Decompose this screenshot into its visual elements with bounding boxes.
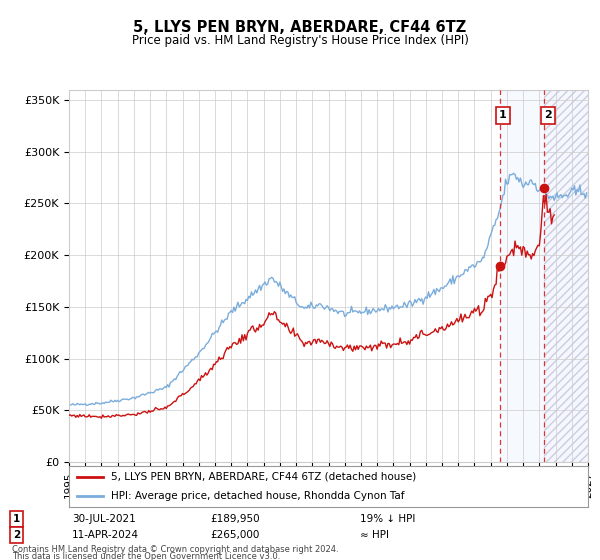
Bar: [544, 90, 588, 462]
Text: Price paid vs. HM Land Registry's House Price Index (HPI): Price paid vs. HM Land Registry's House …: [131, 34, 469, 46]
Text: This data is licensed under the Open Government Licence v3.0.: This data is licensed under the Open Gov…: [12, 552, 280, 560]
Text: ≈ HPI: ≈ HPI: [360, 530, 389, 540]
Text: Contains HM Land Registry data © Crown copyright and database right 2024.: Contains HM Land Registry data © Crown c…: [12, 545, 338, 554]
Text: £265,000: £265,000: [210, 530, 259, 540]
Text: 5, LLYS PEN BRYN, ABERDARE, CF44 6TZ: 5, LLYS PEN BRYN, ABERDARE, CF44 6TZ: [133, 20, 467, 35]
Text: 11-APR-2024: 11-APR-2024: [72, 530, 139, 540]
Text: £189,950: £189,950: [210, 514, 260, 524]
Text: 30-JUL-2021: 30-JUL-2021: [72, 514, 136, 524]
Text: 19% ↓ HPI: 19% ↓ HPI: [360, 514, 415, 524]
Text: 5, LLYS PEN BRYN, ABERDARE, CF44 6TZ (detached house): 5, LLYS PEN BRYN, ABERDARE, CF44 6TZ (de…: [110, 472, 416, 482]
Bar: [500, 90, 544, 462]
Text: 1: 1: [499, 110, 506, 120]
Text: 1: 1: [13, 514, 20, 524]
Text: HPI: Average price, detached house, Rhondda Cynon Taf: HPI: Average price, detached house, Rhon…: [110, 491, 404, 501]
Text: 2: 2: [13, 530, 20, 540]
Text: 2: 2: [544, 110, 552, 120]
